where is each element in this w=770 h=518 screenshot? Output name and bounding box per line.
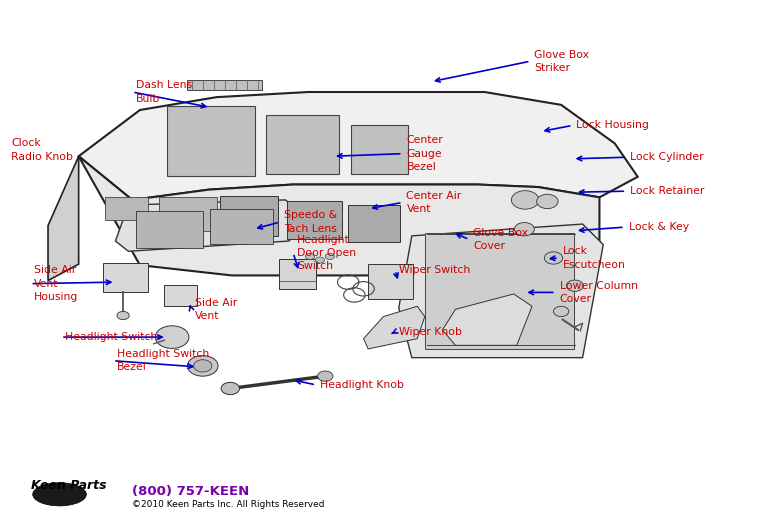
- Circle shape: [511, 191, 539, 209]
- Text: Lock Housing: Lock Housing: [577, 120, 649, 131]
- Text: Clock
Radio Knob: Clock Radio Knob: [12, 138, 73, 162]
- Bar: [348, 205, 400, 242]
- Circle shape: [315, 257, 324, 263]
- Circle shape: [514, 223, 534, 236]
- Bar: [187, 80, 263, 91]
- Circle shape: [537, 194, 558, 209]
- Text: Speedo &
Tach Lens: Speedo & Tach Lens: [284, 210, 337, 234]
- Text: ©2010 Keen Parts Inc. All Rights Reserved: ©2010 Keen Parts Inc. All Rights Reserve…: [132, 500, 325, 509]
- Bar: [425, 233, 574, 349]
- Bar: [103, 263, 148, 292]
- Bar: [165, 285, 196, 306]
- Text: Wiper Knob: Wiper Knob: [399, 327, 462, 337]
- Text: Lock
Escutcheon: Lock Escutcheon: [563, 247, 625, 269]
- Bar: [350, 125, 408, 174]
- Bar: [266, 115, 339, 174]
- Text: Lock Cylinder: Lock Cylinder: [630, 152, 704, 162]
- Text: (800) 757-KEEN: (800) 757-KEEN: [132, 485, 249, 498]
- Circle shape: [317, 371, 333, 381]
- Bar: [280, 259, 316, 289]
- Text: Wiper Switch: Wiper Switch: [399, 265, 470, 275]
- Polygon shape: [116, 200, 305, 251]
- Circle shape: [544, 252, 563, 264]
- Text: Glove Box
Cover: Glove Box Cover: [473, 228, 528, 251]
- Bar: [220, 196, 278, 236]
- Text: Headlight Switch
Bezel: Headlight Switch Bezel: [117, 349, 209, 372]
- Circle shape: [325, 253, 334, 260]
- Circle shape: [567, 280, 584, 291]
- Text: Headlight Switch: Headlight Switch: [65, 332, 157, 342]
- Polygon shape: [79, 92, 638, 200]
- Text: Lower Column
Cover: Lower Column Cover: [560, 281, 638, 304]
- Bar: [368, 264, 413, 299]
- Text: Side Air
Vent: Side Air Vent: [195, 298, 237, 321]
- Text: Center Air
Vent: Center Air Vent: [407, 191, 462, 214]
- Text: Headlight Knob: Headlight Knob: [320, 380, 404, 390]
- Circle shape: [117, 311, 129, 320]
- Text: Glove Box
Striker: Glove Box Striker: [534, 50, 589, 73]
- Circle shape: [306, 253, 314, 260]
- Polygon shape: [443, 294, 532, 346]
- Bar: [105, 197, 148, 221]
- Polygon shape: [363, 306, 425, 349]
- Text: Keen Parts: Keen Parts: [31, 479, 107, 492]
- Bar: [167, 106, 255, 176]
- Text: Lock Retainer: Lock Retainer: [630, 186, 705, 196]
- Polygon shape: [79, 156, 599, 276]
- Polygon shape: [399, 224, 603, 357]
- Polygon shape: [48, 156, 79, 281]
- Circle shape: [374, 327, 399, 343]
- Circle shape: [193, 359, 212, 372]
- Bar: [136, 211, 203, 248]
- Bar: [287, 201, 342, 239]
- Ellipse shape: [32, 483, 86, 506]
- Text: Side Air
Vent
Housing: Side Air Vent Housing: [34, 265, 79, 302]
- Text: Lock & Key: Lock & Key: [628, 222, 688, 232]
- Circle shape: [554, 306, 569, 316]
- Bar: [210, 209, 273, 243]
- Text: Dash Lens
Bulb: Dash Lens Bulb: [136, 80, 192, 104]
- Circle shape: [156, 326, 189, 349]
- Circle shape: [187, 355, 218, 376]
- Bar: [159, 197, 216, 231]
- Text: Center
Gauge
Bezel: Center Gauge Bezel: [407, 136, 444, 172]
- Circle shape: [221, 382, 239, 395]
- Text: Headlight
Door Open
Switch: Headlight Door Open Switch: [297, 235, 356, 271]
